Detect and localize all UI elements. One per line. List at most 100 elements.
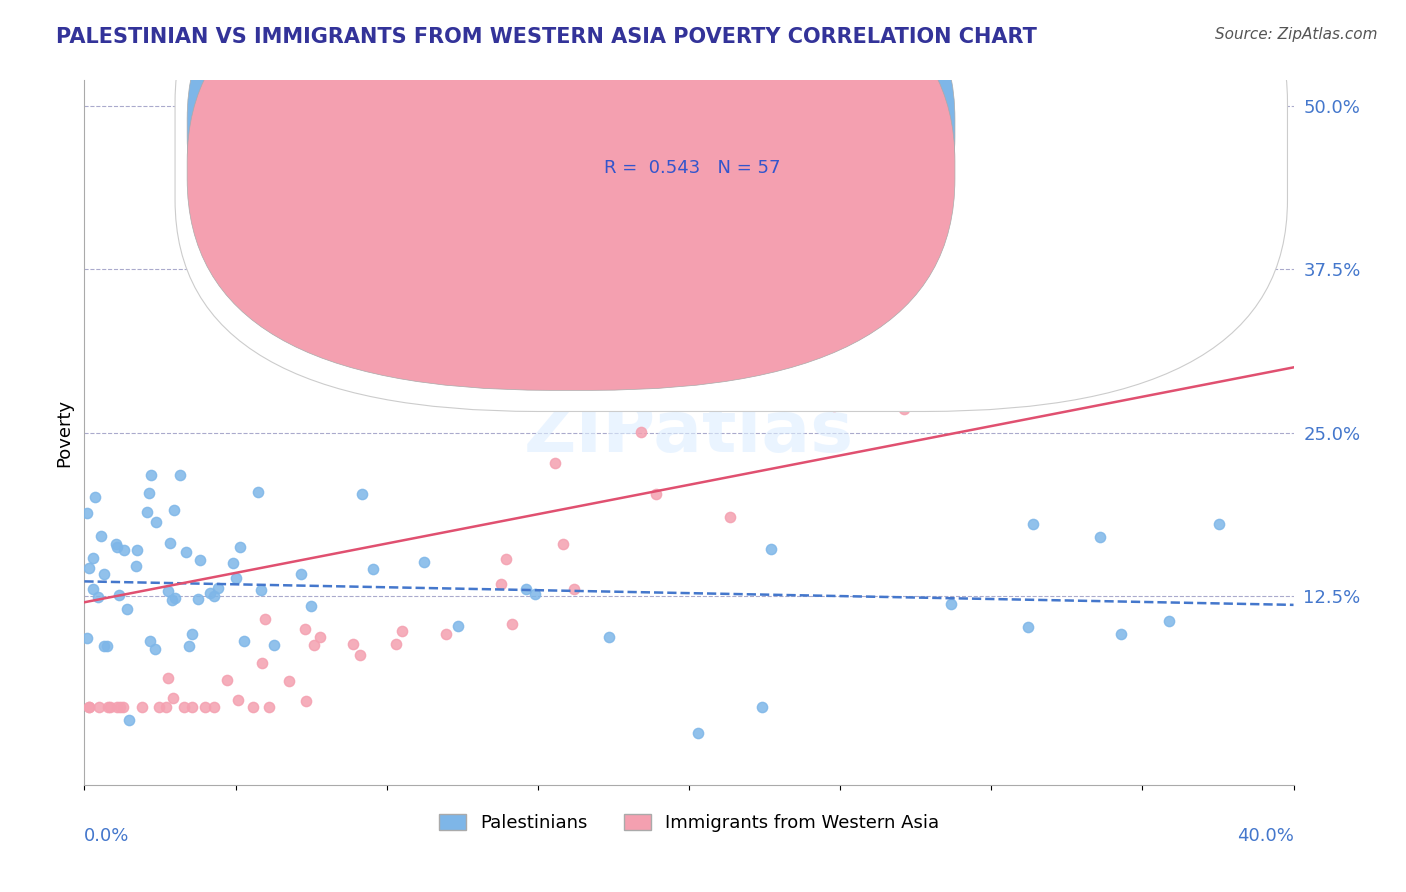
Point — [361, 562, 384, 576]
Point — [349, 648, 371, 662]
Point — [309, 630, 332, 644]
Point — [202, 699, 225, 714]
Point — [104, 536, 127, 550]
Point — [688, 725, 710, 739]
Point — [1017, 210, 1039, 224]
Point — [551, 536, 574, 550]
Point — [1017, 620, 1039, 634]
FancyBboxPatch shape — [187, 0, 955, 391]
Point — [718, 510, 741, 524]
Point — [125, 559, 148, 574]
Point — [180, 699, 202, 714]
Point — [832, 331, 855, 345]
Point — [941, 598, 963, 612]
Text: ZIPatlas: ZIPatlas — [524, 398, 853, 467]
Text: 40.0%: 40.0% — [1237, 827, 1294, 846]
Point — [759, 541, 782, 556]
Point — [1050, 221, 1073, 235]
Text: PALESTINIAN VS IMMIGRANTS FROM WESTERN ASIA POVERTY CORRELATION CHART: PALESTINIAN VS IMMIGRANTS FROM WESTERN A… — [56, 27, 1038, 46]
Point — [93, 639, 115, 653]
Point — [263, 638, 285, 652]
Point — [105, 541, 128, 555]
Point — [160, 592, 183, 607]
Point — [644, 487, 666, 501]
Point — [96, 639, 118, 653]
Point — [173, 699, 195, 714]
Point — [159, 535, 181, 549]
Point — [143, 641, 166, 656]
Point — [302, 638, 325, 652]
Point — [342, 637, 364, 651]
Point — [202, 589, 225, 603]
Point — [127, 542, 149, 557]
Point — [253, 612, 276, 626]
Point — [89, 699, 111, 714]
Point — [138, 634, 160, 648]
Legend: Palestinians, Immigrants from Western Asia: Palestinians, Immigrants from Western As… — [432, 806, 946, 839]
Point — [1022, 516, 1045, 531]
Point — [145, 515, 167, 529]
Point — [299, 599, 322, 614]
Point — [290, 566, 312, 581]
Point — [391, 624, 413, 639]
Point — [524, 587, 547, 601]
Point — [294, 622, 316, 636]
Point — [515, 582, 537, 597]
Point — [228, 540, 250, 554]
Point — [501, 616, 523, 631]
Point — [169, 467, 191, 482]
Point — [82, 582, 104, 597]
Point — [751, 699, 773, 714]
Text: 0.0%: 0.0% — [84, 827, 129, 846]
Point — [107, 699, 129, 714]
Point — [1157, 614, 1180, 628]
Point — [352, 487, 374, 501]
Point — [294, 693, 316, 707]
Point — [413, 555, 436, 569]
Point — [174, 544, 197, 558]
Point — [141, 467, 163, 482]
Point — [749, 348, 772, 362]
Point — [979, 310, 1001, 324]
Point — [108, 699, 131, 714]
Point — [84, 490, 107, 504]
Point — [76, 631, 98, 645]
Point — [242, 699, 264, 714]
Point — [93, 567, 115, 582]
Point — [97, 699, 120, 714]
Point — [187, 591, 209, 606]
FancyBboxPatch shape — [176, 0, 1288, 411]
Point — [385, 637, 408, 651]
Point — [225, 570, 247, 584]
Point — [162, 503, 184, 517]
Point — [77, 699, 100, 714]
Point — [249, 582, 271, 597]
Point — [869, 335, 891, 350]
Point — [156, 584, 179, 599]
Point — [136, 505, 159, 519]
Point — [194, 699, 217, 714]
Point — [90, 529, 112, 543]
Point — [180, 626, 202, 640]
Point — [77, 561, 100, 575]
Y-axis label: Poverty: Poverty — [55, 399, 73, 467]
Point — [148, 699, 170, 714]
Point — [111, 699, 134, 714]
Point — [118, 713, 141, 727]
Point — [1025, 276, 1047, 290]
Point — [108, 588, 131, 602]
Point — [190, 552, 212, 566]
Point — [562, 582, 585, 596]
Point — [839, 383, 862, 397]
Point — [76, 506, 98, 520]
Point — [1073, 178, 1095, 192]
Point — [447, 619, 470, 633]
Text: Source: ZipAtlas.com: Source: ZipAtlas.com — [1215, 27, 1378, 42]
Point — [823, 399, 845, 413]
Point — [495, 552, 517, 566]
Point — [907, 369, 929, 384]
Point — [250, 656, 273, 670]
Point — [797, 342, 820, 356]
Point — [100, 699, 122, 714]
Point — [246, 485, 269, 500]
